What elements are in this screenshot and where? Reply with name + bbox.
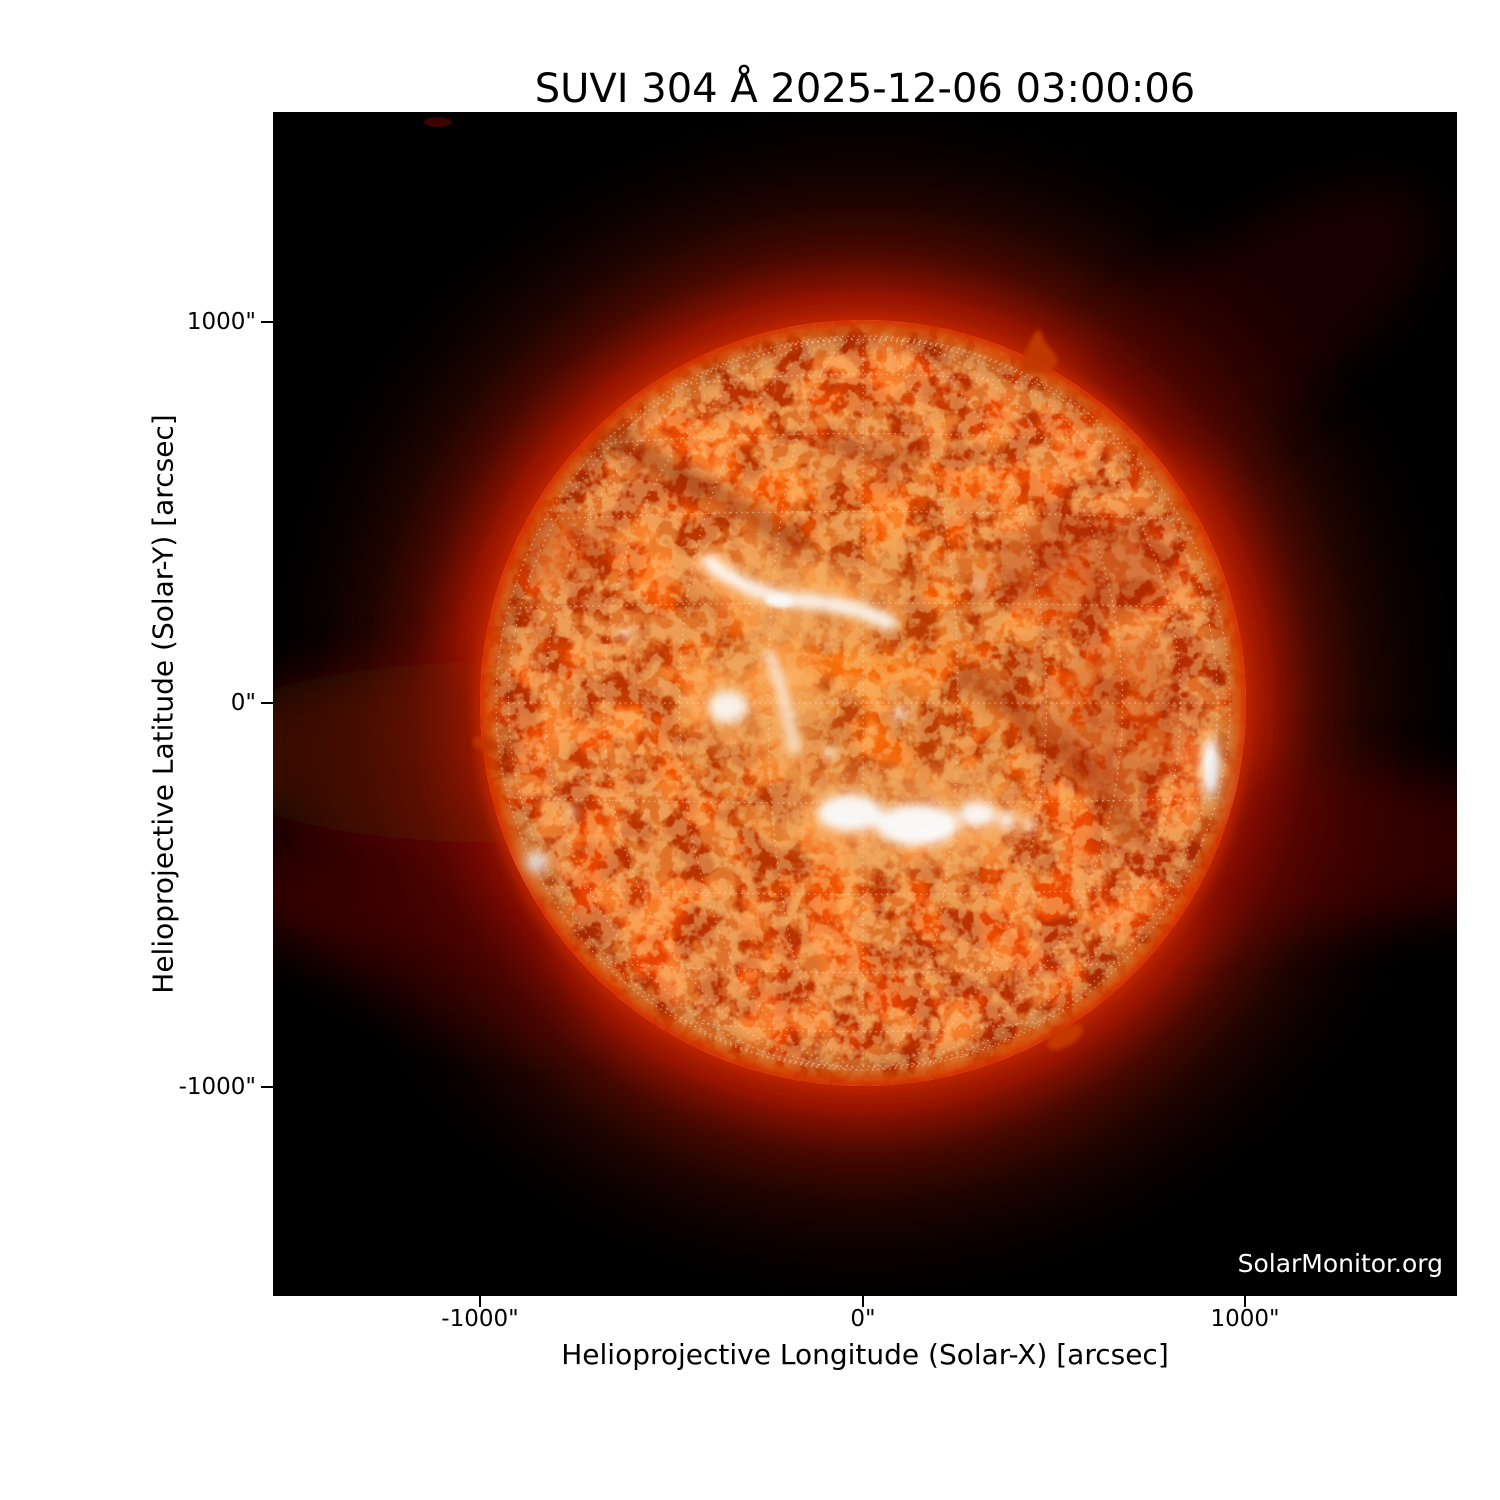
x-tick-label: -1000" <box>441 1306 519 1332</box>
x-tick-mark <box>1244 1296 1246 1307</box>
figure-title: SUVI 304 Å 2025-12-06 03:00:06 <box>534 66 1196 112</box>
x-tick-mark <box>479 1296 481 1307</box>
limb-circle <box>495 335 1231 1071</box>
x-tick-label: 1000" <box>1210 1306 1280 1332</box>
y-tick-label: 1000" <box>186 309 256 335</box>
y-tick-mark <box>261 1086 273 1088</box>
y-tick-mark <box>261 702 273 704</box>
prominences <box>472 328 1083 1050</box>
x-tick-label: 0" <box>850 1306 876 1332</box>
limb-vignette <box>480 320 1246 1086</box>
heliographic-grid <box>495 335 1231 1071</box>
x-axis-label: Helioprojective Longitude (Solar-X) [arc… <box>561 1338 1169 1371</box>
plot-area <box>273 112 1457 1296</box>
suvi-304-solar-image <box>273 112 1457 1296</box>
x-tick-mark <box>862 1296 864 1307</box>
watermark: SolarMonitor.org <box>1237 1249 1443 1278</box>
spicule-fringe <box>473 313 1253 1093</box>
y-axis-label: Helioprojective Latitude (Solar-Y) [arcs… <box>146 414 180 994</box>
y-tick-mark <box>261 321 273 323</box>
image-artifact-speck <box>424 117 452 127</box>
y-tick-label: 0" <box>230 690 256 716</box>
y-tick-label: -1000" <box>178 1074 256 1100</box>
